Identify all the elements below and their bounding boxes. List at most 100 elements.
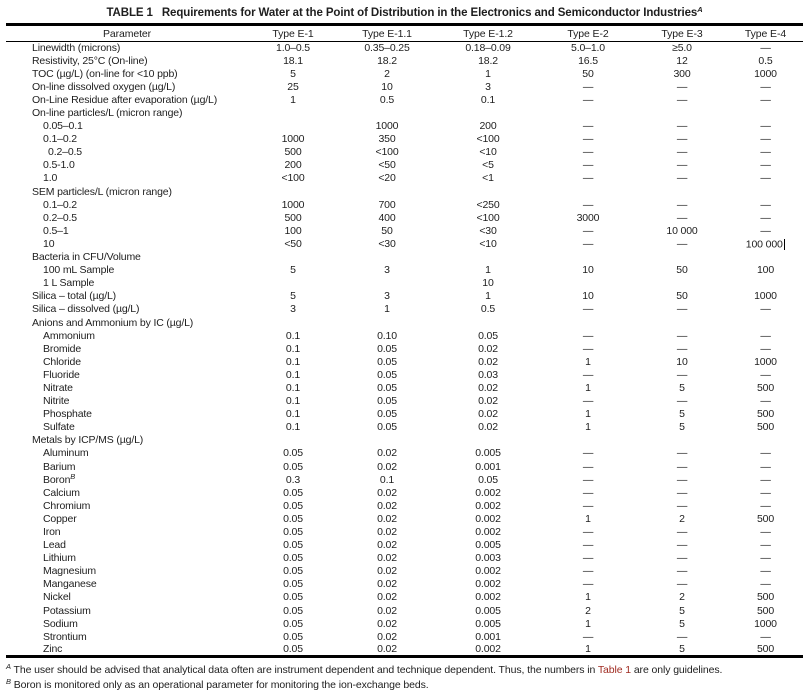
parameter-cell: Nitrite [43,395,70,408]
value-cell [636,316,728,329]
value-cell: 3 [485,80,491,93]
table-1-link[interactable]: Table 1 [597,664,631,677]
value-cell: 0.002 [475,565,501,578]
parameter-cell: 1.0 [43,172,58,185]
value-cell: 0.02 [478,408,498,421]
value-cell [248,316,338,329]
table-row: Resistivity, 25°C (On-line) 18.1 18.2 18.2 1… [6,55,803,68]
value-cell: — [676,565,688,578]
water-requirements-table: Parameter Type E-1 Type E-1.1 Type E-1.2 Typ… [6,23,803,659]
value-cell: — [760,211,771,224]
table-row: Zinc 0.05 0.02 0.002 1 5 500 [6,644,803,657]
parameter-cell: Fluoride [43,368,80,381]
value-cell [338,316,436,329]
value-cell: 0.001 [475,630,501,643]
value-cell: 1.0–0.5 [276,41,310,54]
value-cell: 0.05 [283,552,303,565]
value-cell [728,186,803,199]
value-cell: 10 [381,80,393,93]
value-cell: 0.002 [475,643,501,656]
table-row: Copper 0.05 0.02 0.002 1 2 500 [6,513,803,526]
value-cell: — [582,565,594,578]
table-row: On-line dissolved oxygen (µg/L) 25 10 3 — — — [6,81,803,94]
value-cell: 18.1 [283,54,303,67]
value-cell: — [760,473,771,486]
value-cell: 0.002 [475,591,501,604]
parameter-cell: Bromide [43,342,82,355]
value-cell: 1 [585,591,591,604]
value-cell: 0.002 [475,526,501,539]
value-cell: — [676,486,688,499]
value-cell: 50 [676,290,688,303]
value-cell: 1 [585,512,591,525]
value-cell: 0.05 [283,617,303,630]
value-cell: — [676,133,688,146]
value-cell: 0.05 [377,381,397,394]
value-cell: 0.02 [478,381,498,394]
value-cell: 0.05 [283,630,303,643]
table-row: Lead 0.05 0.02 0.005 — — — [6,539,803,552]
value-cell: 1 [585,355,591,368]
value-cell: 0.02 [377,526,397,539]
table-row: SEM particles/L (micron range) [6,186,803,199]
value-cell: <10 [479,237,497,250]
parameter-cell: 1 L Sample [43,277,95,290]
value-cell: 500 [756,591,775,604]
value-cell: 1 [585,381,591,394]
table-row: 1 L Sample 10 [6,277,803,290]
table-title-text: Requirements for Water at the Point of D… [161,7,698,19]
value-cell: <20 [378,172,396,185]
value-cell: — [760,303,771,316]
value-cell: — [760,395,771,408]
value-cell: 12 [676,54,688,67]
value-cell: — [676,342,688,355]
value-cell: 18.2 [478,54,498,67]
table-row: Chloride 0.1 0.05 0.02 1 10 1000 [6,356,803,369]
value-cell: — [676,172,688,185]
value-cell: — [760,133,771,146]
value-cell: 3 [384,290,390,303]
table-row: Silica – total (µg/L) 5 3 1 10 50 1000 [6,290,803,303]
parameter-cell: Linewidth (microns) [32,41,121,54]
table-row: Silica – dissolved (µg/L) 3 1 0.5 — — — [6,303,803,316]
value-cell: — [582,224,594,237]
value-cell: — [760,578,771,591]
value-cell [338,434,436,447]
value-cell: 0.1 [285,381,301,394]
table-row: 0.5-1.0 200 <50 <5 — — — [6,159,803,172]
value-cell: 500 [756,604,775,617]
parameter-cell: Iron [43,526,61,539]
parameter-cell: Sodium [43,617,78,630]
value-cell: 10 [582,264,594,277]
value-cell: — [582,486,594,499]
parameter-cell: Lithium [43,552,76,565]
value-cell: 1000 [281,198,305,211]
value-cell: 1 [485,290,491,303]
value-cell: 0.18–0.09 [465,41,511,54]
value-cell: 2 [679,591,685,604]
value-cell: — [582,630,594,643]
value-cell: 0.05 [283,486,303,499]
value-cell: 0.02 [478,421,498,434]
value-cell [540,316,636,329]
value-cell [248,186,338,199]
parameter-cell: 0.05–0.1 [43,120,83,133]
value-cell: — [760,329,771,342]
value-cell: 0.002 [475,499,501,512]
value-cell: 0.02 [478,395,498,408]
parameter-cell: Metals by ICP/MS (µg/L) [32,434,144,447]
value-cell: 100 [756,264,775,277]
value-cell [540,186,636,199]
table-row: Strontium 0.05 0.02 0.001 — — — [6,631,803,644]
value-cell: 1000 [375,120,399,133]
parameter-cell: On-Line Residue after evaporation (µg/L) [32,93,218,106]
parameter-cell: Chloride [43,355,81,368]
value-cell: <250 [476,198,500,211]
footnote-a-marker: A [6,662,11,672]
table-row: Barium 0.05 0.02 0.001 — — — [6,461,803,474]
column-header: Type E-2 [540,24,636,42]
value-cell [728,316,803,329]
column-header: Type E-3 [636,24,728,42]
parameter-cell: Copper [43,512,77,525]
table-row: 0.2–0.5 500 400 <100 3000 — — [6,212,803,225]
